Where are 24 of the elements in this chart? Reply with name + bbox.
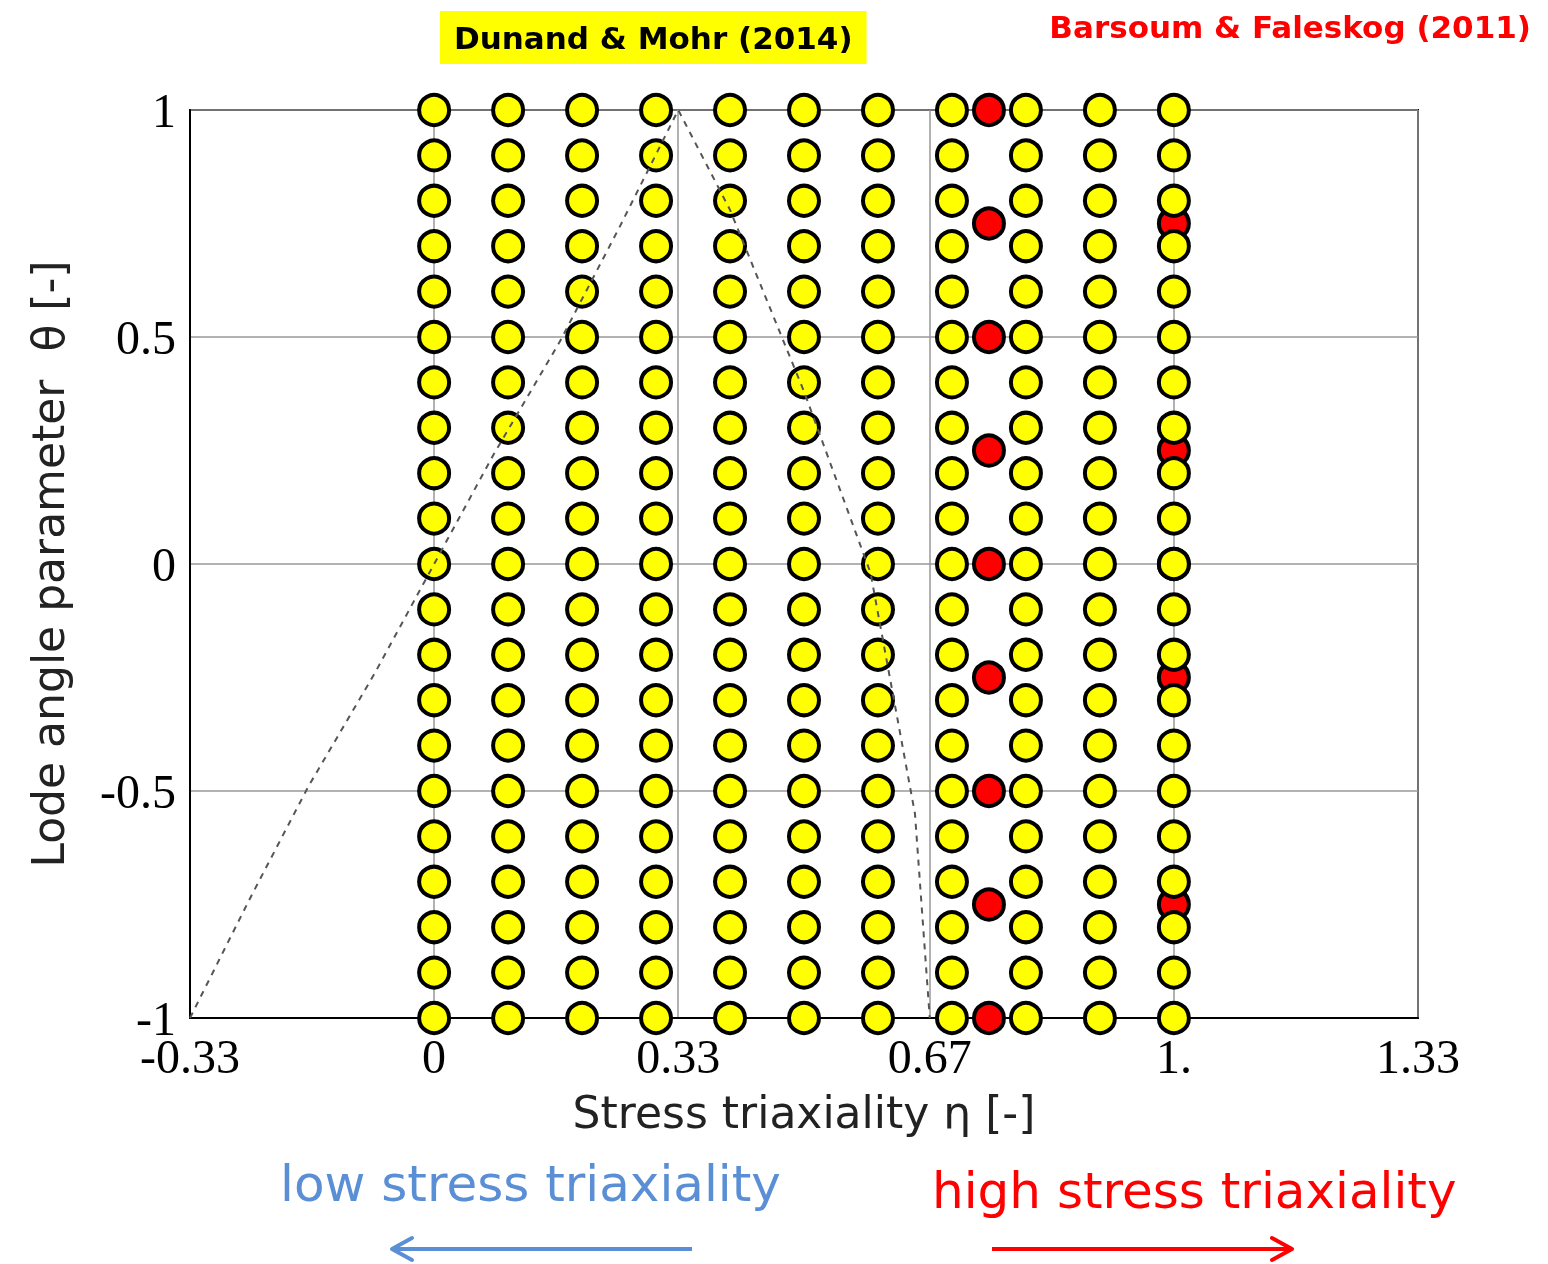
x-axis-title: Stress triaxiality η [-] (572, 1086, 1036, 1138)
y-tick-label: -0.5 (100, 764, 176, 818)
point (971, 1001, 1006, 1035)
x-tick-label: 1.33 (1376, 1029, 1460, 1083)
x-tick-label: 0.67 (887, 1029, 972, 1083)
text: high stress triaxiality (932, 1162, 1457, 1220)
y-tick-label: 1 (152, 83, 176, 137)
point (971, 547, 1006, 581)
y-tick-label: 0 (152, 537, 176, 591)
point (971, 774, 1006, 808)
point (971, 433, 1006, 468)
x-tick-label: 0.33 (636, 1029, 721, 1083)
x-tick-label: 0 (422, 1029, 447, 1083)
point (971, 320, 1006, 354)
series-label: Dunand & Mohr (2014) (454, 19, 853, 56)
point (971, 206, 1006, 241)
y-axis-title: Lode angle parameter θ [-] (22, 260, 74, 868)
point (971, 887, 1006, 922)
point (971, 93, 1006, 127)
y-tick-label: 0.5 (116, 310, 176, 364)
text: Barsoum & Faleskog (2011) (1049, 8, 1532, 45)
text: low stress triaxiality (280, 1155, 781, 1213)
x-tick-label: 1. (1155, 1029, 1192, 1083)
point (971, 660, 1006, 695)
